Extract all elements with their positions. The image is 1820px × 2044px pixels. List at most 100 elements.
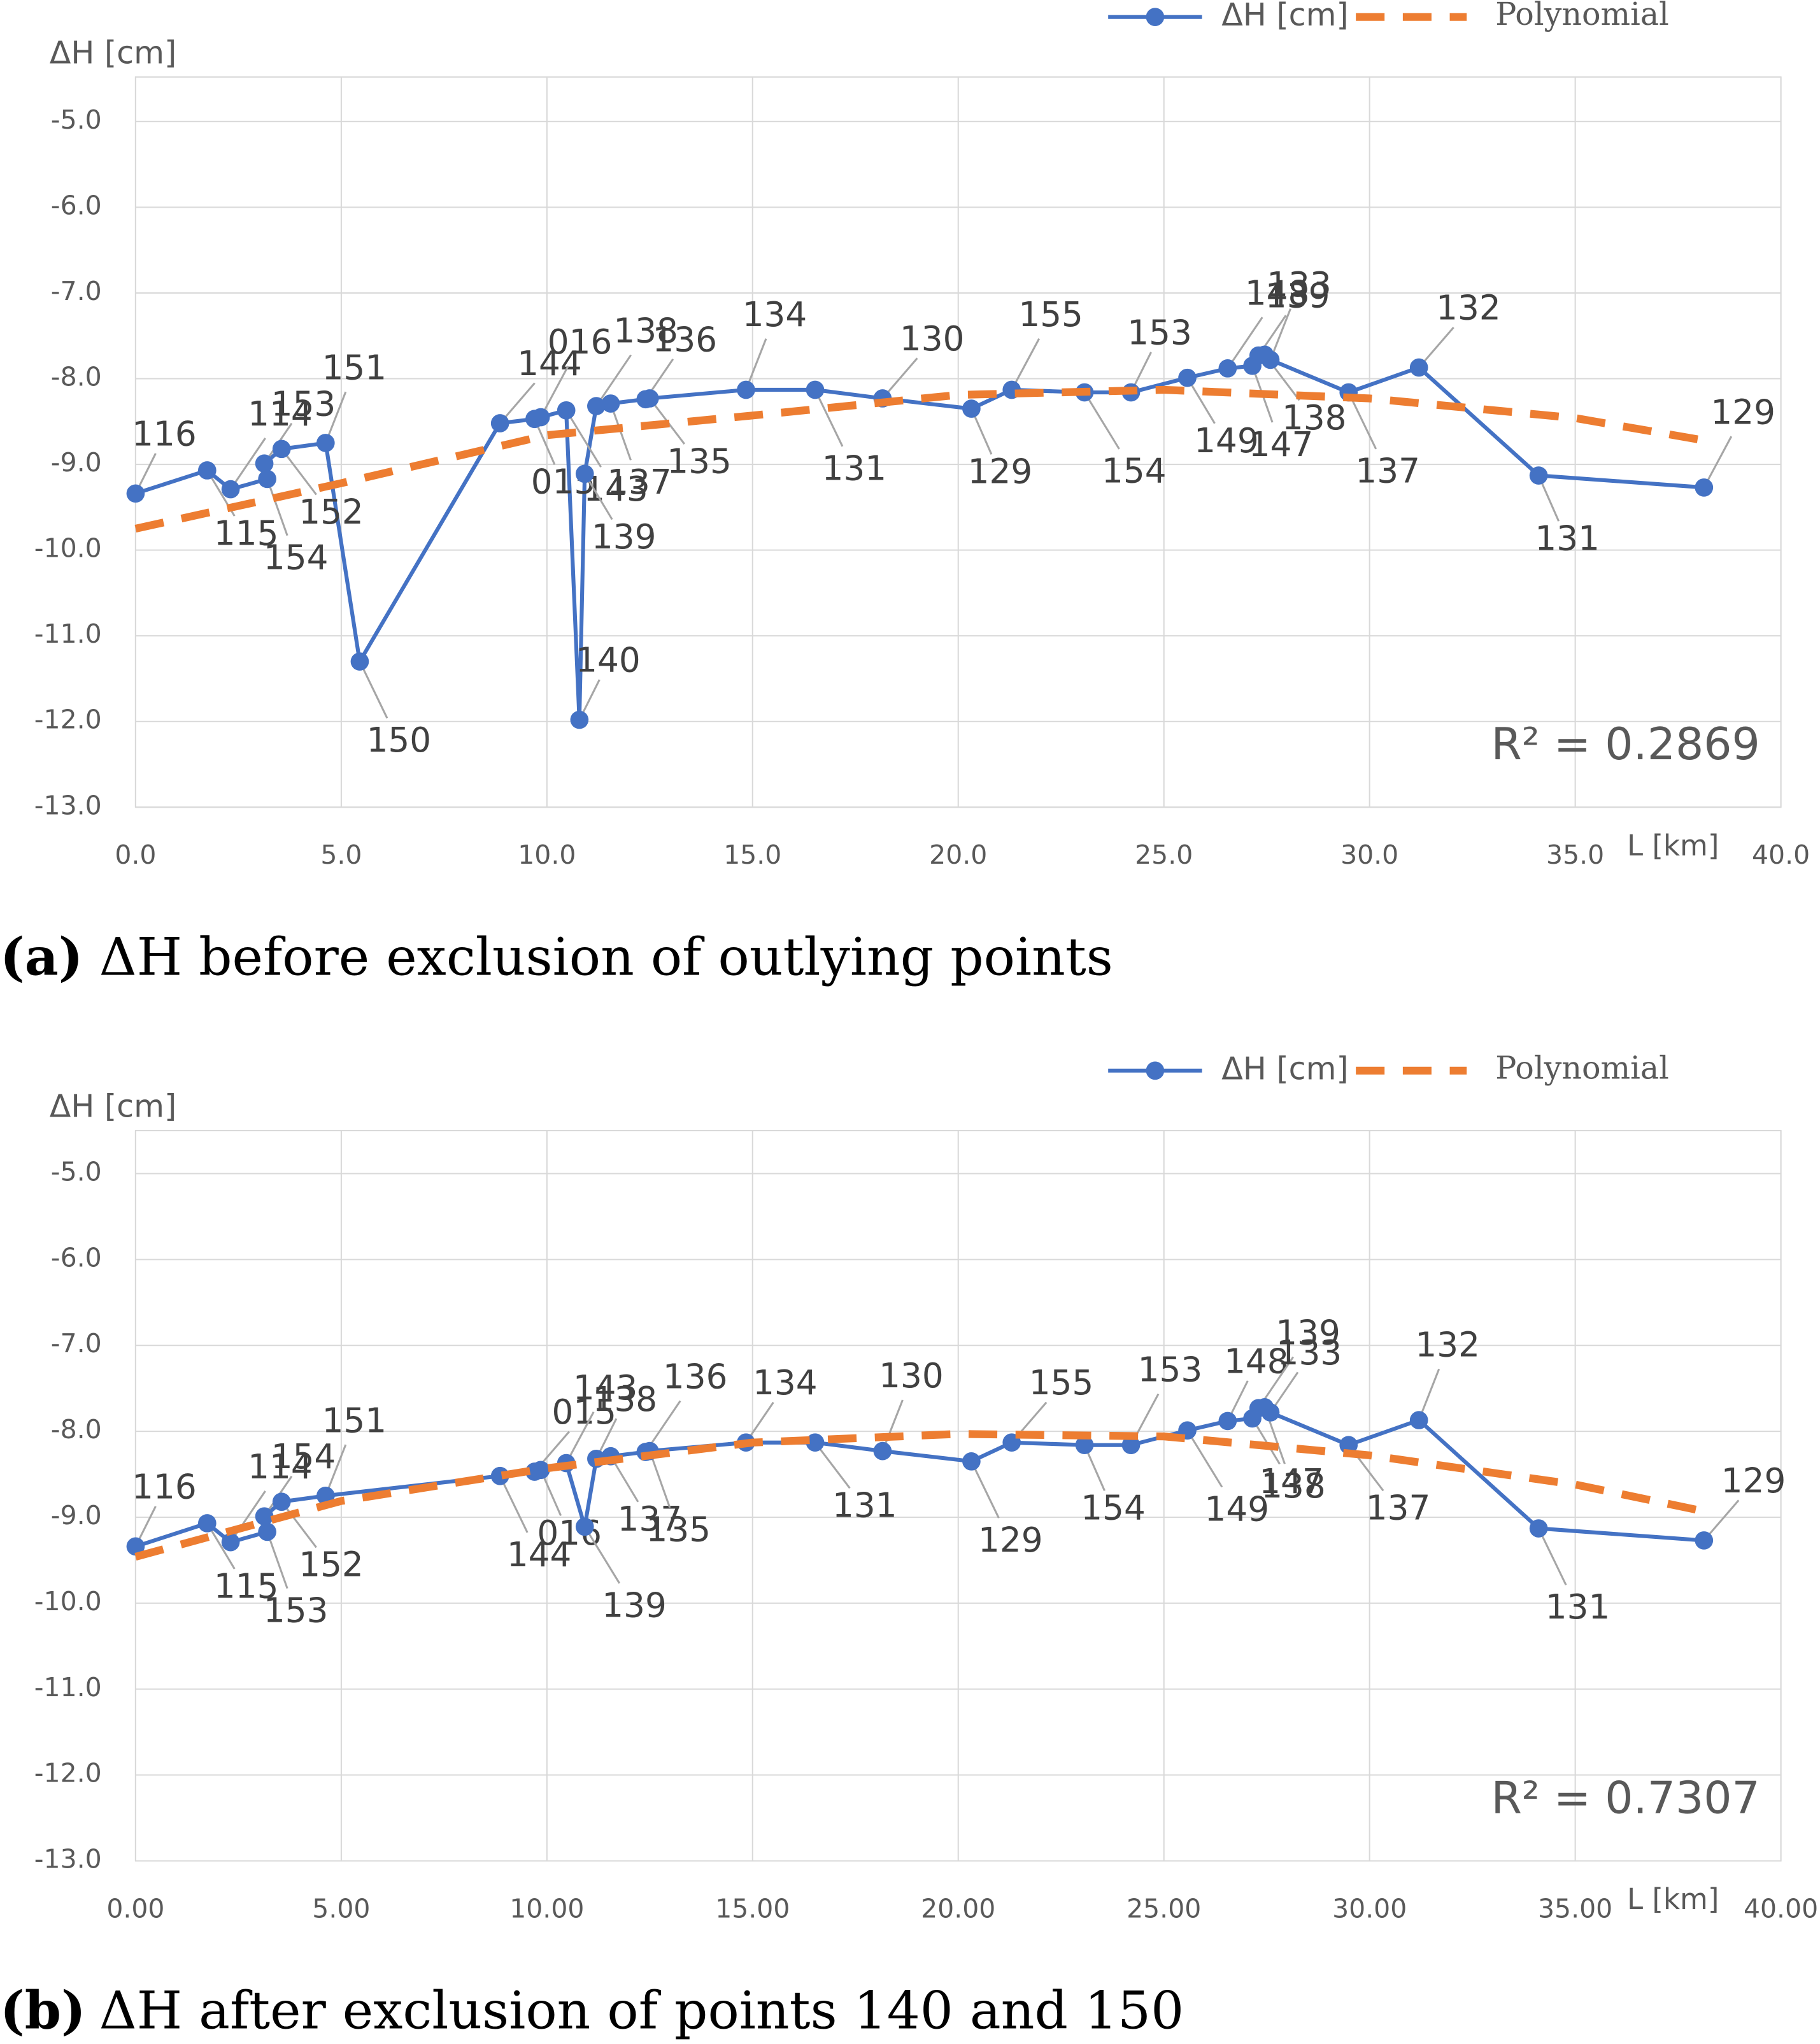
data-point	[1529, 1519, 1548, 1538]
point-label: 154	[1102, 452, 1167, 491]
label-leader	[970, 1461, 1000, 1519]
y-tick-label: -8.0	[51, 1414, 102, 1445]
label-leader	[1226, 317, 1263, 369]
point-label: 137	[607, 462, 672, 502]
point-label: 139	[1265, 276, 1330, 316]
caption: ΔH before exclusion of outlying points	[99, 927, 1113, 987]
point-label: 129	[1721, 1461, 1786, 1501]
y-tick-label: -11.0	[34, 618, 102, 649]
point-label: 143	[573, 1368, 638, 1408]
caption-label: (a)	[0, 926, 83, 987]
x-tick-label: 15.00	[715, 1893, 790, 1924]
label-leader	[1186, 1429, 1223, 1488]
point-label: 140	[576, 641, 641, 680]
point-label: 131	[822, 449, 887, 489]
x-tick-label: 10.0	[518, 840, 576, 870]
point-label: 137	[1355, 452, 1420, 491]
y-tick-label: -8.0	[51, 361, 102, 392]
point-label: 133	[1277, 1333, 1342, 1373]
point-label: 153	[271, 384, 336, 424]
point-label: 149	[1194, 421, 1259, 461]
label-leader	[359, 661, 388, 719]
y-tick-label: -10.0	[34, 1586, 102, 1617]
point-label: 147	[1259, 1462, 1324, 1501]
label-leader	[229, 437, 266, 490]
x-tick-label: 20.0	[929, 840, 987, 870]
legend-label: ΔH [cm]	[1221, 1050, 1348, 1087]
y-tick-label: -9.0	[51, 447, 102, 478]
data-point	[737, 380, 755, 399]
label-leader	[814, 1441, 851, 1489]
y-tick-label: -12.0	[34, 704, 102, 735]
point-label: 154	[271, 1437, 336, 1476]
data-point	[640, 389, 659, 408]
point-label: 115	[214, 513, 279, 553]
point-label: 138	[593, 1380, 658, 1419]
data-point	[1261, 350, 1280, 369]
data-point	[272, 440, 291, 459]
data-point	[587, 397, 606, 415]
point-label: 139	[602, 1585, 667, 1625]
data-point	[197, 461, 217, 480]
point-label: 114	[248, 394, 313, 434]
legend-marker	[1146, 1061, 1165, 1080]
point-label: 129	[1710, 392, 1775, 432]
data-point	[126, 1537, 145, 1556]
label-leader	[1537, 1527, 1567, 1586]
label-leader	[229, 1490, 266, 1543]
data-point	[962, 1452, 981, 1471]
data-point	[490, 414, 509, 432]
point-label: 149	[1205, 1489, 1270, 1529]
data-point	[258, 1522, 276, 1541]
label-leader	[745, 338, 767, 390]
data-point	[806, 380, 825, 399]
point-label: 131	[1535, 519, 1600, 559]
point-label: 135	[667, 441, 732, 481]
point-label: 144	[517, 344, 582, 383]
y-axis-label: ΔH [cm]	[50, 34, 176, 71]
data-point	[1409, 1411, 1428, 1429]
chart: -5.0 -6.0 -7.0 -8.0 -9.0 -10.0 -11.0 -12.0 -13.0…	[0, 1049, 1818, 2041]
y-tick-label: -9.0	[51, 1500, 102, 1531]
point-label: 133	[1267, 265, 1332, 304]
caption: ΔH after exclusion of points 140 and 150	[99, 1981, 1184, 2041]
label-leader	[814, 389, 844, 447]
data-point	[570, 710, 589, 729]
legend-marker	[1146, 8, 1165, 26]
point-label: 132	[1415, 1326, 1480, 1365]
label-leader	[648, 1450, 671, 1508]
point-label: 148	[1245, 273, 1310, 313]
data-line	[134, 352, 1705, 720]
y-tick-label: -5.0	[51, 104, 102, 135]
point-label: 147	[1249, 425, 1314, 464]
label-leader	[266, 478, 288, 536]
label-leader	[324, 1444, 347, 1496]
label-leader	[1269, 308, 1291, 361]
point-label: 152	[299, 492, 364, 532]
point-label: 134	[743, 295, 807, 334]
data-point	[258, 469, 276, 489]
data-point	[316, 434, 335, 452]
point-label: 130	[879, 1356, 944, 1396]
x-tick-label: 25.00	[1127, 1893, 1201, 1924]
data-point	[1075, 1436, 1094, 1455]
point-label: 016	[537, 1513, 602, 1553]
point-label: 136	[663, 1357, 728, 1396]
data-point	[1529, 466, 1548, 485]
legend-label: ΔH [cm]	[1221, 0, 1348, 33]
y-tick-label: -12.0	[34, 1758, 102, 1789]
y-tick-label: -13.0	[34, 790, 102, 820]
point-label: 129	[968, 452, 1033, 492]
y-tick-label: -7.0	[51, 1328, 102, 1359]
data-point	[1121, 1436, 1141, 1455]
y-tick-label: -6.0	[51, 1242, 102, 1273]
data-point	[1695, 478, 1714, 497]
label-leader	[583, 1526, 621, 1584]
point-label: 155	[1018, 295, 1083, 334]
x-tick-label: 35.0	[1546, 840, 1604, 870]
point-label: 154	[264, 538, 329, 578]
point-label: 153	[264, 1590, 329, 1630]
label-leader	[1703, 436, 1733, 489]
x-axis-label: L [km]	[1627, 1882, 1719, 1916]
